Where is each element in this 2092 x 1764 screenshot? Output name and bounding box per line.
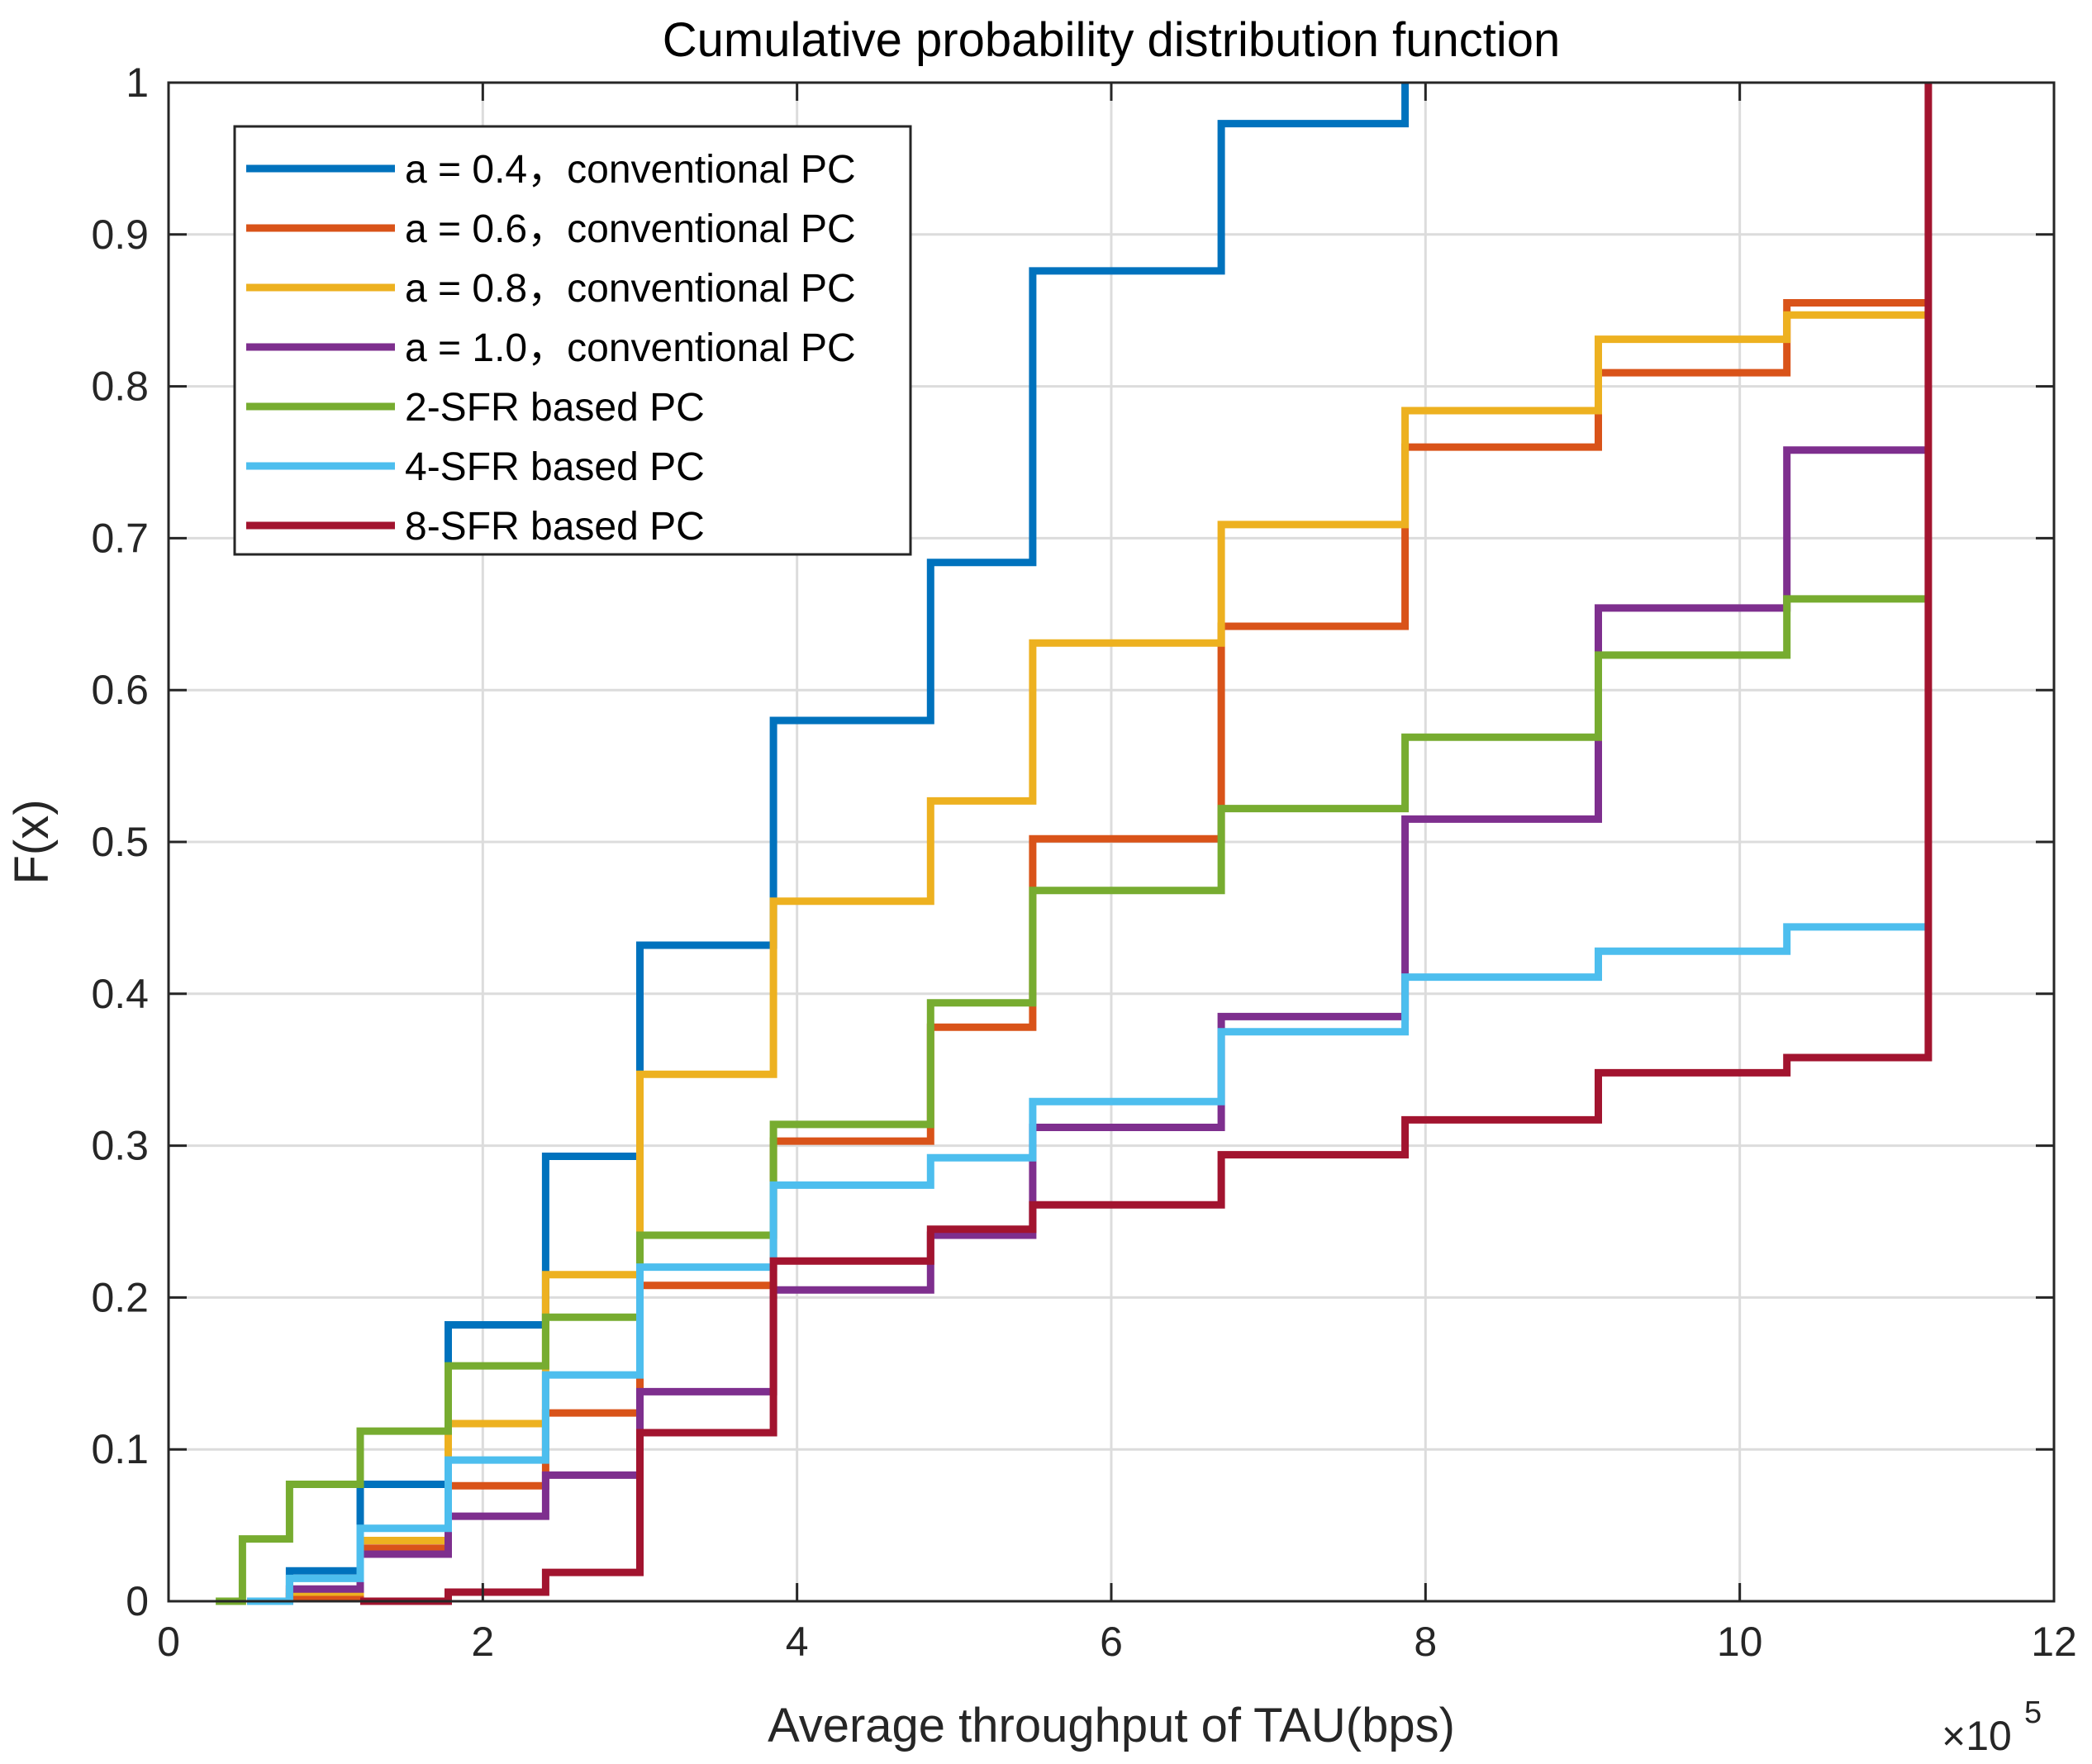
legend-label-3: a = 0.8，conventional PC bbox=[405, 267, 856, 311]
chart-title: Cumulative probability distribution func… bbox=[663, 13, 1560, 67]
y-tick-label: 0.4 bbox=[91, 971, 149, 1017]
x-tick-label: 0 bbox=[157, 1619, 180, 1665]
series-group bbox=[216, 83, 1933, 1605]
series-line-7 bbox=[360, 83, 1933, 1605]
y-tick-label: 0.9 bbox=[91, 212, 149, 258]
legend: a = 0.4，conventional PC a = 0.6，conventio… bbox=[233, 125, 912, 556]
y-tick-label: 0.2 bbox=[91, 1274, 149, 1320]
y-axis-label: F(x) bbox=[5, 799, 59, 884]
legend-label-7: 8-SFR based PC bbox=[405, 505, 705, 549]
legend-label-5: 2-SFR based PC bbox=[405, 386, 705, 430]
y-tick-label: 0.8 bbox=[91, 364, 149, 410]
x-tick-label: 4 bbox=[786, 1619, 809, 1665]
y-tick-label: 0.1 bbox=[91, 1426, 149, 1472]
x-axis-label: Average throughput of TAU(bps) bbox=[768, 1699, 1455, 1752]
legend-label-4: a = 1.0，conventional PC bbox=[405, 326, 856, 370]
legend-label-6: 4-SFR based PC bbox=[405, 445, 705, 489]
series-line-3 bbox=[247, 311, 1928, 1605]
legend-label-2: a = 0.6，conventional PC bbox=[405, 207, 856, 251]
series-line-2 bbox=[247, 299, 1928, 1605]
y-tick-label: 1 bbox=[126, 59, 149, 106]
legend-box bbox=[233, 125, 912, 556]
y-tick-label: 0 bbox=[126, 1578, 149, 1624]
series-line-4 bbox=[247, 446, 1928, 1605]
y-tick-label: 0.6 bbox=[91, 667, 149, 713]
ticks: 0 2 4 6 8 10 12 0 0.1 0.2 0.3 0.4 0.5 0.6 0.7 0.8 0.9 1 bbox=[91, 59, 2076, 1665]
series-line-5 bbox=[216, 595, 1928, 1605]
y-tick-label: 0.3 bbox=[91, 1123, 149, 1169]
x-multiplier-exponent: 5 bbox=[2024, 1695, 2042, 1730]
x-tick-label: 10 bbox=[1717, 1619, 1763, 1665]
y-tick-label: 0.7 bbox=[91, 515, 149, 561]
y-tick-label: 0.5 bbox=[91, 819, 149, 865]
x-tick-label: 2 bbox=[471, 1619, 494, 1665]
x-multiplier-label: ×10 bbox=[1942, 1713, 2012, 1759]
x-tick-label: 12 bbox=[2031, 1619, 2077, 1665]
legend-label-1: a = 0.4，conventional PC bbox=[405, 148, 856, 192]
x-tick-label: 6 bbox=[1100, 1619, 1123, 1665]
series-line-6 bbox=[247, 923, 1928, 1605]
x-tick-label: 8 bbox=[1414, 1619, 1437, 1665]
